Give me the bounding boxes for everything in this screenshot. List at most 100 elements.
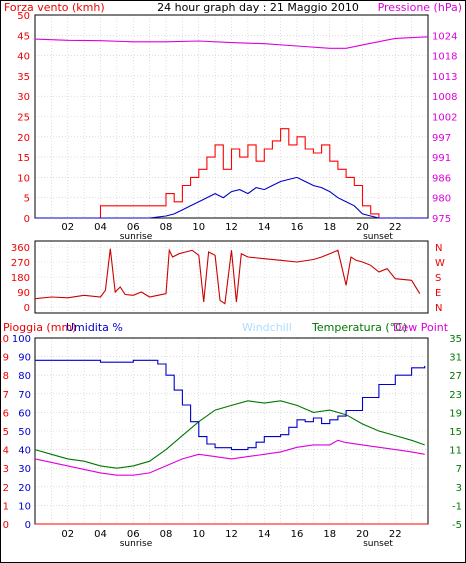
panel3-humidity-label: Umidita % xyxy=(66,321,123,334)
rain-tick-label: 0 xyxy=(3,520,9,531)
panel3-temperature-label: Temperatura (°C) xyxy=(311,321,407,334)
panel2-y-left-ticks: 0 90 180 270 360 xyxy=(11,243,30,314)
direction-degree-label: 360 xyxy=(11,243,30,254)
x-tick-label: 06 xyxy=(127,529,140,540)
humidity-line xyxy=(35,359,426,451)
panel1-right-label: Pressione (hPa) xyxy=(378,1,462,14)
direction-degree-label: 0 xyxy=(24,303,30,314)
x-tick-label: 22 xyxy=(389,529,402,540)
panel1-y-left-ticks: 0 5 10 15 20 25 30 35 40 45 50 xyxy=(17,11,30,225)
panel3-rain-label: Pioggia (mm) xyxy=(3,321,76,334)
humidity-tick-label: 80 xyxy=(18,371,31,382)
panel3-dewpoint-label: Dew Point xyxy=(393,321,449,334)
panel3-y-rain-ticks: 0 1 2 3 4 5 6 7 8 9 10 xyxy=(0,334,9,531)
humidity-tick-label: 0 xyxy=(25,520,31,531)
direction-compass-label: N xyxy=(435,243,442,254)
x-tick-label: 20 xyxy=(356,222,369,233)
y-right-tick-label: 1002 xyxy=(432,113,457,124)
temperature-tick-label: 11 xyxy=(449,446,462,457)
y-left-tick-label: 30 xyxy=(17,92,30,103)
x-tick-label: 12 xyxy=(225,529,238,540)
x-tick-label: 12 xyxy=(225,222,238,233)
direction-degree-label: 270 xyxy=(11,258,30,269)
humidity-tick-label: 70 xyxy=(18,390,31,401)
direction-compass-label: N xyxy=(435,303,442,314)
humidity-tick-label: 40 xyxy=(18,446,31,457)
y-right-tick-label: 980 xyxy=(432,194,451,205)
y-right-tick-label: 1008 xyxy=(432,92,457,103)
panel3-grid xyxy=(35,338,428,524)
rain-tick-label: 9 xyxy=(3,353,9,364)
temperature-line xyxy=(34,400,425,469)
y-right-tick-label: 986 xyxy=(432,173,451,184)
y-left-tick-label: 45 xyxy=(17,31,30,42)
x-tick-label: 02 xyxy=(61,529,74,540)
y-right-tick-label: 1024 xyxy=(432,31,457,42)
humidity-tick-label: 20 xyxy=(18,483,31,494)
y-right-tick-label: 975 xyxy=(432,214,451,225)
y-left-tick-label: 40 xyxy=(17,52,30,63)
rain-tick-label: 10 xyxy=(0,334,9,345)
rain-tick-label: 6 xyxy=(3,408,9,419)
x-tick-label: 14 xyxy=(258,222,271,233)
panel1-title: 24 hour graph day : 21 Maggio 2010 xyxy=(157,1,359,14)
direction-compass-label: S xyxy=(435,273,441,284)
panel3-windchill-label: Windchill xyxy=(242,321,292,334)
y-right-tick-label: 1018 xyxy=(432,52,457,63)
panel3-y-humidity-ticks: 0 10 20 30 40 50 60 70 80 90 100 xyxy=(12,334,31,531)
temperature-tick-label: -1 xyxy=(452,501,462,512)
panel3-x-ticks: 02 04 06 08 10 12 14 16 18 20 22 xyxy=(61,529,401,540)
x-tick-label: 04 xyxy=(94,529,107,540)
x-tick-label: 04 xyxy=(94,222,107,233)
wind-line xyxy=(35,176,428,219)
humidity-tick-label: 30 xyxy=(18,464,31,475)
y-left-tick-label: 15 xyxy=(17,153,30,164)
y-right-tick-label: 991 xyxy=(432,153,451,164)
temperature-tick-label: 19 xyxy=(449,408,462,419)
x-tick-label: 20 xyxy=(356,529,369,540)
temperature-tick-label: 31 xyxy=(449,353,462,364)
panel3-series xyxy=(34,359,428,525)
y-left-tick-label: 0 xyxy=(24,214,30,225)
x-tick-label: 22 xyxy=(389,222,402,233)
humidity-tick-label: 90 xyxy=(18,353,31,364)
y-left-tick-label: 25 xyxy=(17,113,30,124)
rain-tick-label: 5 xyxy=(3,427,9,438)
rain-tick-label: 7 xyxy=(3,390,9,401)
panel1-series xyxy=(34,36,429,219)
x-tick-label: 02 xyxy=(61,222,74,233)
temperature-tick-label: 23 xyxy=(449,390,462,401)
x-tick-label: 16 xyxy=(291,529,304,540)
x-tick-label: 10 xyxy=(192,222,205,233)
x-tick-label: 16 xyxy=(291,222,304,233)
direction-compass-label: W xyxy=(435,258,445,269)
x-tick-label: 14 xyxy=(258,529,271,540)
panel3-sunrise-label: sunrise xyxy=(120,539,153,549)
dewpoint-line xyxy=(34,439,425,476)
panel1-left-label: Forza vento (kmh) xyxy=(4,1,105,14)
y-left-tick-label: 50 xyxy=(17,11,30,22)
humidity-tick-label: 50 xyxy=(18,427,31,438)
panel3-sunset-label: sunset xyxy=(363,539,393,549)
direction-degree-label: 90 xyxy=(17,288,30,299)
temperature-tick-label: 15 xyxy=(449,427,462,438)
x-tick-label: 08 xyxy=(160,222,173,233)
temperature-tick-label: -5 xyxy=(452,520,462,531)
x-tick-label: 10 xyxy=(192,529,205,540)
temperature-tick-label: 3 xyxy=(456,483,462,494)
humidity-tick-label: 100 xyxy=(12,334,31,345)
x-tick-label: 08 xyxy=(160,529,173,540)
temperature-tick-label: 7 xyxy=(456,464,462,475)
panel2-series xyxy=(34,248,421,305)
y-right-tick-label: 997 xyxy=(432,133,451,144)
pressure-line xyxy=(34,36,429,49)
x-tick-label: 18 xyxy=(323,222,336,233)
y-left-tick-label: 10 xyxy=(17,173,30,184)
y-left-tick-label: 35 xyxy=(17,72,30,83)
direction-compass-label: E xyxy=(435,288,441,299)
